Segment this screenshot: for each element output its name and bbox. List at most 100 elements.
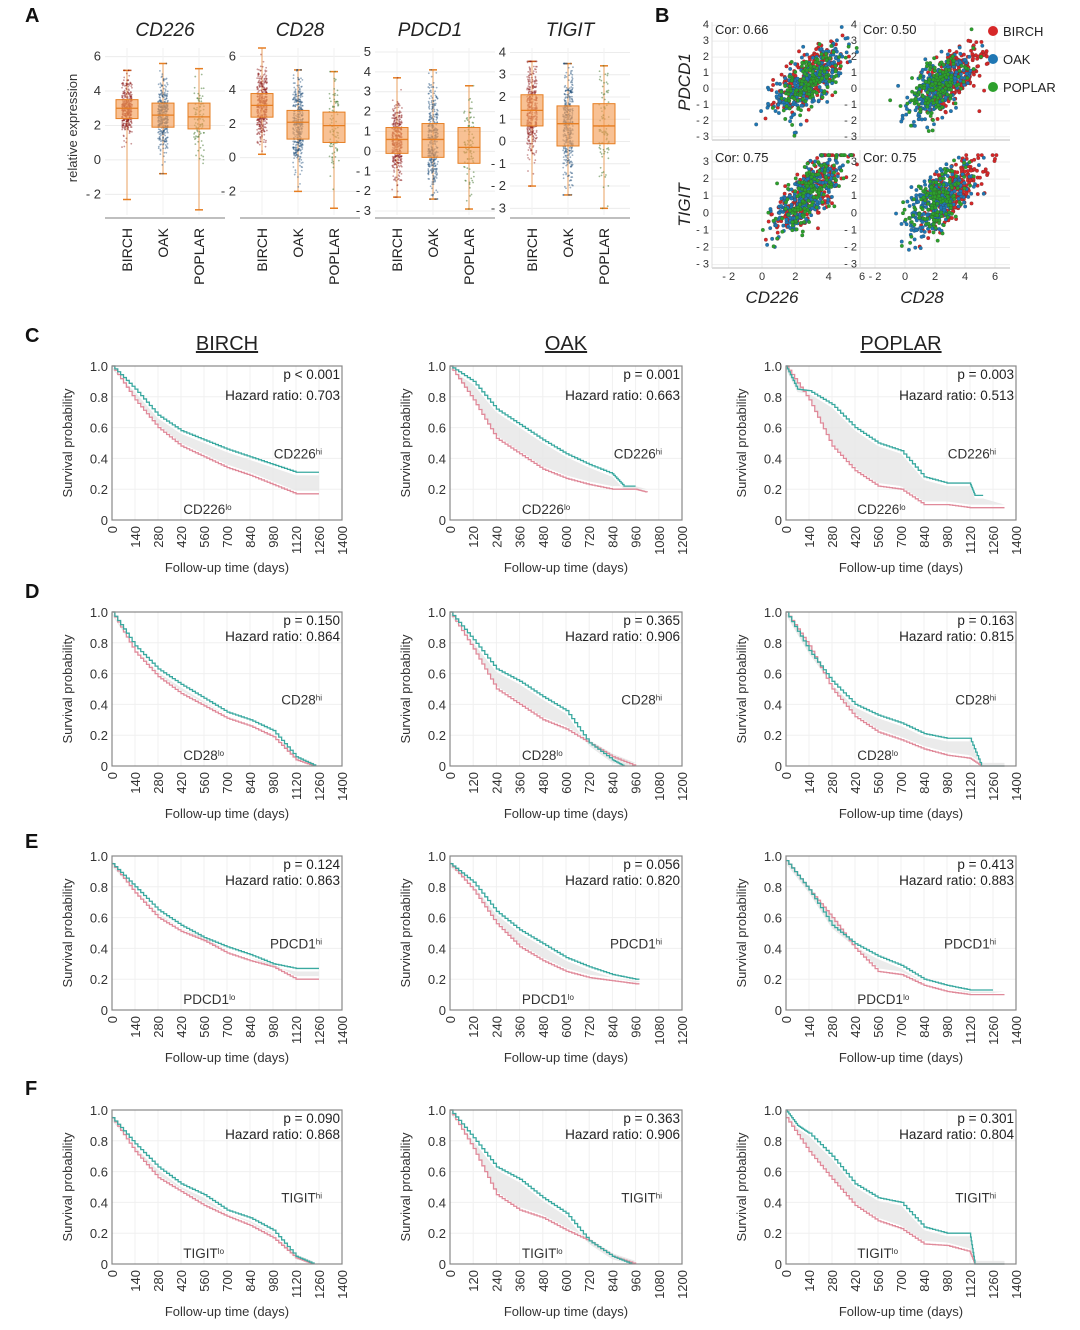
jitter-point <box>165 145 168 148</box>
jitter-point <box>428 92 430 95</box>
jitter-point <box>329 70 331 73</box>
jitter-point <box>258 125 261 128</box>
panel-label-b: B <box>655 5 669 27</box>
jitter-point <box>158 138 161 141</box>
jitter-point <box>263 81 266 84</box>
jitter-point <box>292 82 295 84</box>
jitter-point <box>261 85 264 87</box>
jitter-point <box>159 143 162 146</box>
jitter-point <box>570 163 573 166</box>
jitter-point <box>397 159 400 162</box>
jitter-point <box>126 97 129 100</box>
jitter-point <box>604 73 607 76</box>
jitter-point <box>129 82 132 85</box>
jitter-point <box>533 79 536 82</box>
jitter-point <box>395 103 397 106</box>
jitter-point <box>598 175 601 178</box>
jitter-point <box>530 149 532 152</box>
y-tick-label: 1 <box>364 124 371 139</box>
scatter-point <box>799 108 803 113</box>
jitter-point <box>161 139 164 142</box>
jitter-point <box>294 169 297 172</box>
jitter-point <box>533 152 535 155</box>
scatter-point <box>980 43 985 48</box>
jitter-point <box>607 89 610 92</box>
jitter-point <box>166 147 169 149</box>
y-tick-label: 0 <box>703 83 709 95</box>
jitter-point <box>160 92 163 95</box>
jitter-point <box>397 168 400 171</box>
jitter-point <box>294 171 297 174</box>
jitter-point <box>527 91 530 94</box>
jitter-point <box>565 164 568 167</box>
jitter-point <box>529 126 532 129</box>
jitter-point <box>122 122 125 125</box>
jitter-point <box>163 155 165 158</box>
scatter-point <box>784 64 789 69</box>
scatter-point <box>754 122 759 127</box>
jitter-point <box>265 122 268 125</box>
jitter-point <box>265 70 268 72</box>
jitter-point <box>431 183 434 186</box>
jitter-point <box>395 164 398 166</box>
jitter-point <box>162 130 165 133</box>
scatter-point <box>789 78 794 83</box>
jitter-point <box>259 85 262 88</box>
jitter-point <box>256 132 259 135</box>
jitter-point <box>127 118 130 121</box>
jitter-point <box>569 89 572 92</box>
jitter-point <box>126 83 129 85</box>
jitter-point <box>198 97 201 100</box>
jitter-point <box>259 127 262 130</box>
scatter-point <box>910 76 914 80</box>
jitter-point <box>535 71 538 73</box>
jitter-point <box>536 136 538 139</box>
jitter-point <box>260 123 263 126</box>
jitter-point <box>257 142 260 144</box>
jitter-point <box>161 95 164 98</box>
jitter-point <box>470 101 473 104</box>
jitter-point <box>159 93 162 95</box>
scatter-point <box>932 122 936 127</box>
jitter-point <box>262 60 265 63</box>
scatter-point <box>786 92 791 96</box>
jitter-point <box>265 126 267 129</box>
gene-title: CD226 <box>135 20 195 41</box>
jitter-point <box>399 154 401 157</box>
scatter-point <box>799 82 804 86</box>
jitter-point <box>431 96 434 99</box>
jitter-point <box>435 71 438 74</box>
jitter-point <box>164 98 167 101</box>
jitter-point <box>334 92 336 95</box>
scatter-point <box>837 55 842 59</box>
jitter-point <box>124 94 127 97</box>
jitter-point <box>256 86 258 89</box>
jitter-point <box>570 172 573 175</box>
scatter-point <box>805 76 809 81</box>
jitter-point <box>398 162 400 164</box>
jitter-point <box>435 189 438 192</box>
jitter-point <box>296 100 299 103</box>
jitter-point <box>159 100 162 102</box>
jitter-point <box>299 173 302 176</box>
jitter-point <box>337 159 340 162</box>
jitter-point <box>533 92 536 95</box>
scatter-point <box>938 75 943 79</box>
jitter-point <box>193 132 195 135</box>
jitter-point <box>260 121 263 124</box>
jitter-point <box>433 158 436 161</box>
scatter-point <box>830 78 835 82</box>
jitter-point <box>163 128 166 131</box>
jitter-point <box>127 119 130 121</box>
jitter-point <box>262 74 265 76</box>
jitter-point <box>265 77 268 80</box>
jitter-point <box>336 102 339 105</box>
jitter-point <box>258 143 261 146</box>
jitter-point <box>436 97 439 100</box>
jitter-point <box>122 124 124 127</box>
jitter-point <box>257 88 259 90</box>
jitter-point <box>123 69 126 72</box>
jitter-point <box>529 68 532 70</box>
jitter-point <box>565 89 568 91</box>
scatter-point <box>896 83 901 88</box>
